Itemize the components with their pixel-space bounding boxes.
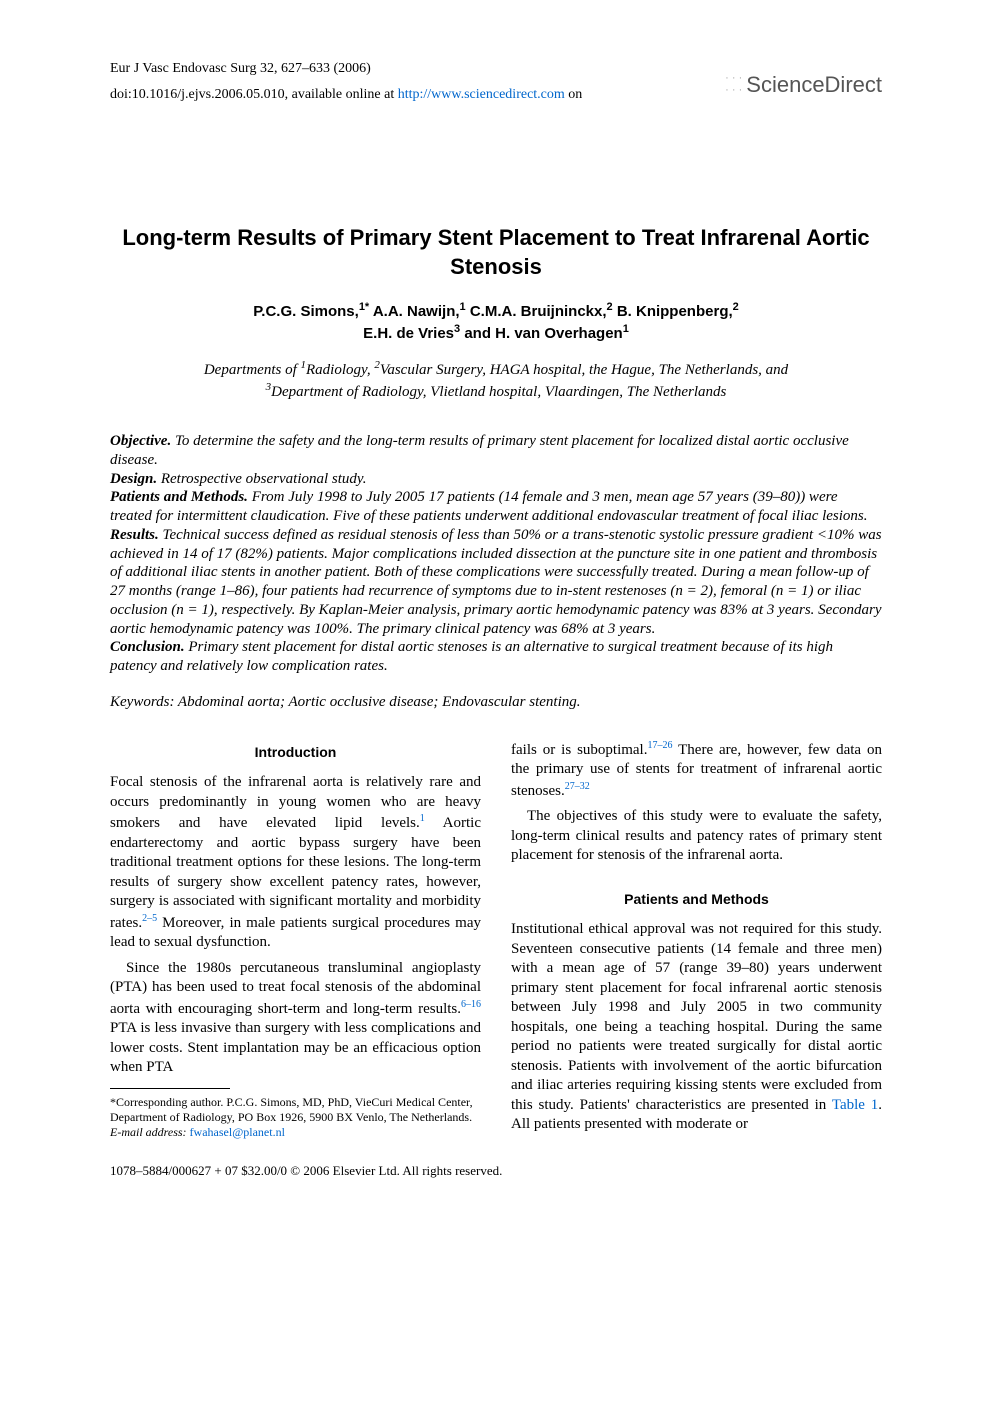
author-1: P.C.G. Simons,	[253, 303, 359, 320]
abstract-conclusion: Conclusion. Primary stent placement for …	[110, 638, 882, 676]
author-6-affil: 1	[623, 323, 629, 335]
author-3: C.M.A. Bruijninckx,	[470, 303, 607, 320]
email-footnote: E-mail address: fwahasel@planet.nl	[110, 1125, 481, 1140]
abstract-results-head: Results.	[110, 527, 163, 543]
author-4-affil: 2	[733, 301, 739, 313]
intro-ref-4[interactable]: 17–26	[647, 740, 672, 751]
body-columns: Introduction Focal stenosis of the infra…	[110, 739, 882, 1141]
sciencedirect-label: ScienceDirect	[746, 72, 882, 97]
methods-p1-a: Institutional ethical approval was not r…	[511, 921, 882, 1113]
author-3-affil: 2	[607, 301, 613, 313]
author-2-affil: 1	[460, 301, 466, 313]
affil-3: Department of Radiology, Vlietland hospi…	[271, 384, 726, 400]
intro-paragraph-4: The objectives of this study were to eva…	[511, 807, 882, 866]
abstract-design-text: Retrospective observational study.	[161, 471, 367, 487]
abstract-objective: Objective. To determine the safety and t…	[110, 432, 882, 470]
paper-page: Eur J Vasc Endovasc Surg 32, 627–633 (20…	[0, 0, 992, 1219]
affil-prefix: Departments of	[204, 362, 301, 378]
abstract-objective-head: Objective.	[110, 433, 175, 449]
intro-ref-2[interactable]: 2–5	[142, 913, 157, 924]
email-label: E-mail address:	[110, 1125, 190, 1139]
introduction-heading: Introduction	[110, 743, 481, 761]
doi-url-link[interactable]: http://www.sciencedirect.com	[398, 87, 565, 102]
author-1-affil: 1*	[359, 301, 369, 313]
intro-p2-a: Since the 1980s percutaneous translumina…	[110, 960, 481, 1017]
abstract-results: Results. Technical success defined as re…	[110, 526, 882, 639]
email-link[interactable]: fwahasel@planet.nl	[190, 1125, 285, 1139]
keywords-line: Keywords: Abdominal aorta; Aortic occlus…	[110, 694, 882, 711]
doi-suffix: on	[565, 87, 583, 102]
intro-paragraph-1: Focal stenosis of the infrarenal aorta i…	[110, 773, 481, 953]
intro-ref-5[interactable]: 27–32	[565, 781, 590, 792]
footnote-divider	[110, 1088, 230, 1089]
intro-paragraph-2: Since the 1980s percutaneous translumina…	[110, 959, 481, 1078]
abstract-design: Design. Retrospective observational stud…	[110, 470, 882, 489]
author-6: and H. van Overhagen	[464, 325, 622, 342]
intro-ref-3[interactable]: 6–16	[461, 999, 481, 1010]
abstract-conclusion-head: Conclusion.	[110, 639, 188, 655]
abstract-block: Objective. To determine the safety and t…	[110, 432, 882, 676]
affiliations-block: Departments of 1Radiology, 2Vascular Sur…	[110, 358, 882, 403]
author-2: A.A. Nawijn,	[373, 303, 460, 320]
patients-methods-heading: Patients and Methods	[511, 890, 882, 908]
author-5-affil: 3	[454, 323, 460, 335]
abstract-patients-head: Patients and Methods.	[110, 489, 252, 505]
doi-prefix: doi:10.1016/j.ejvs.2006.05.010, availabl…	[110, 87, 398, 102]
table-1-link[interactable]: Table 1	[832, 1097, 878, 1113]
author-4: B. Knippenberg,	[617, 303, 733, 320]
methods-paragraph-1: Institutional ethical approval was not r…	[511, 920, 882, 1135]
intro-p1-c: Moreover, in male patients surgical proc…	[110, 915, 481, 951]
affil-1: Radiology,	[306, 362, 374, 378]
paper-title: Long-term Results of Primary Stent Place…	[110, 224, 882, 281]
left-column: Introduction Focal stenosis of the infra…	[110, 739, 481, 1141]
author-5: E.H. de Vries	[363, 325, 454, 342]
copyright-line: 1078–5884/000627 + 07 $32.00/0 © 2006 El…	[110, 1163, 882, 1179]
abstract-design-head: Design.	[110, 471, 161, 487]
intro-p2-b: PTA is less invasive than surgery with l…	[110, 1020, 481, 1075]
authors-block: P.C.G. Simons,1* A.A. Nawijn,1 C.M.A. Br…	[110, 300, 882, 344]
sciencedirect-brand: · · ·· · ·ScienceDirect	[725, 72, 882, 98]
right-column: fails or is suboptimal.17–26 There are, …	[511, 739, 882, 1141]
abstract-results-text: Technical success defined as residual st…	[110, 527, 882, 637]
abstract-conclusion-text: Primary stent placement for distal aorti…	[110, 639, 833, 674]
affil-2: Vascular Surgery, HAGA hospital, the Hag…	[380, 362, 788, 378]
abstract-patients: Patients and Methods. From July 1998 to …	[110, 488, 882, 526]
intro-p3-a: fails or is suboptimal.	[511, 742, 647, 758]
corresponding-author-footnote: *Corresponding author. P.C.G. Simons, MD…	[110, 1095, 481, 1125]
sciencedirect-sparks-icon: · · ·· · ·	[725, 72, 742, 96]
abstract-objective-text: To determine the safety and the long-ter…	[110, 433, 849, 468]
intro-p1-b: Aortic endarterectomy and aortic bypass …	[110, 815, 481, 931]
intro-paragraph-3: fails or is suboptimal.17–26 There are, …	[511, 739, 882, 802]
